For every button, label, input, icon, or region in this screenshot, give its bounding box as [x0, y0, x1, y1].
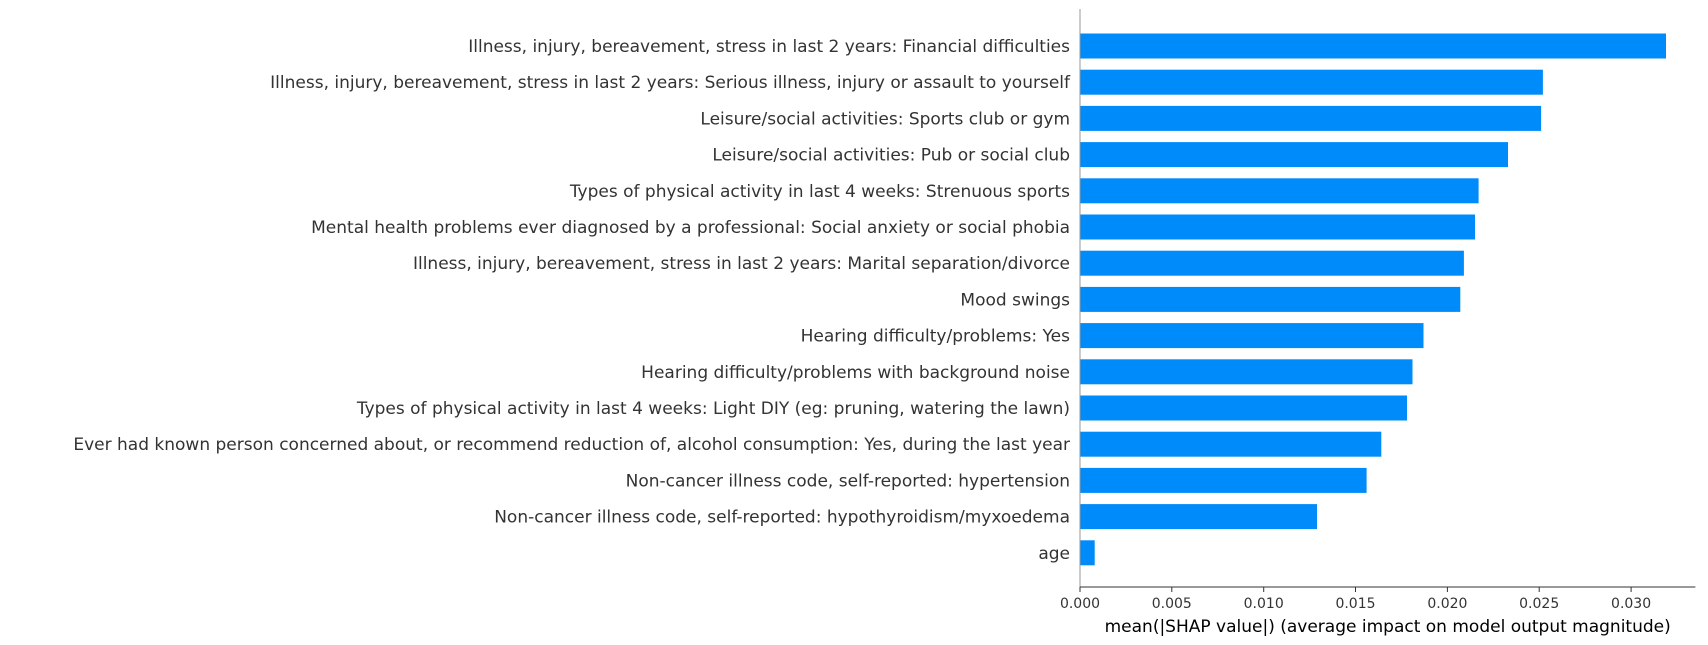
category-label: Illness, injury, bereavement, stress in … [413, 254, 1070, 274]
x-tick-label: 0.010 [1244, 596, 1284, 612]
category-label: Illness, injury, bereavement, stress in … [270, 73, 1071, 93]
category-label: age [1038, 544, 1070, 564]
category-label: Non-cancer illness code, self-reported: … [626, 471, 1070, 491]
bars-group [1080, 33, 1666, 566]
bar [1080, 323, 1424, 349]
category-label: Leisure/social activities: Pub or social… [712, 146, 1070, 166]
category-label: Types of physical activity in last 4 wee… [356, 399, 1070, 419]
bar [1080, 540, 1095, 566]
x-axis-label: mean(|SHAP value|) (average impact on mo… [1105, 617, 1671, 637]
x-tick-label: 0.000 [1060, 596, 1100, 612]
bar [1080, 142, 1508, 168]
bar [1080, 395, 1407, 421]
bar [1080, 214, 1475, 240]
x-tick-label: 0.020 [1427, 596, 1467, 612]
category-label: Non-cancer illness code, self-reported: … [494, 508, 1070, 528]
bar [1080, 69, 1543, 95]
x-tick-label: 0.025 [1519, 596, 1559, 612]
x-tick-label: 0.005 [1152, 596, 1192, 612]
bar [1080, 504, 1317, 530]
x-ticks-group: 0.000 0.005 0.010 0.015 0.020 0.025 0.030 [1060, 587, 1651, 612]
category-label: Ever had known person concerned about, o… [73, 435, 1070, 455]
category-label: Mental health problems ever diagnosed by… [311, 218, 1070, 238]
category-label: Hearing difficulty/problems with backgro… [641, 363, 1070, 383]
bar [1080, 286, 1461, 312]
x-tick-label: 0.030 [1611, 596, 1651, 612]
x-tick-label: 0.015 [1335, 596, 1375, 612]
category-labels-group: Illness, injury, bereavement, stress in … [73, 37, 1071, 564]
category-label: Types of physical activity in last 4 wee… [569, 182, 1070, 202]
bar [1080, 33, 1666, 59]
bar [1080, 178, 1479, 204]
category-label: Leisure/social activities: Sports club o… [700, 109, 1070, 129]
category-label: Hearing difficulty/problems: Yes [801, 327, 1071, 347]
category-label: Illness, injury, bereavement, stress in … [468, 37, 1070, 57]
bar [1080, 359, 1413, 385]
bar [1080, 431, 1382, 457]
bar [1080, 250, 1464, 276]
bar [1080, 467, 1367, 493]
category-label: Mood swings [960, 290, 1070, 310]
bar [1080, 105, 1542, 131]
